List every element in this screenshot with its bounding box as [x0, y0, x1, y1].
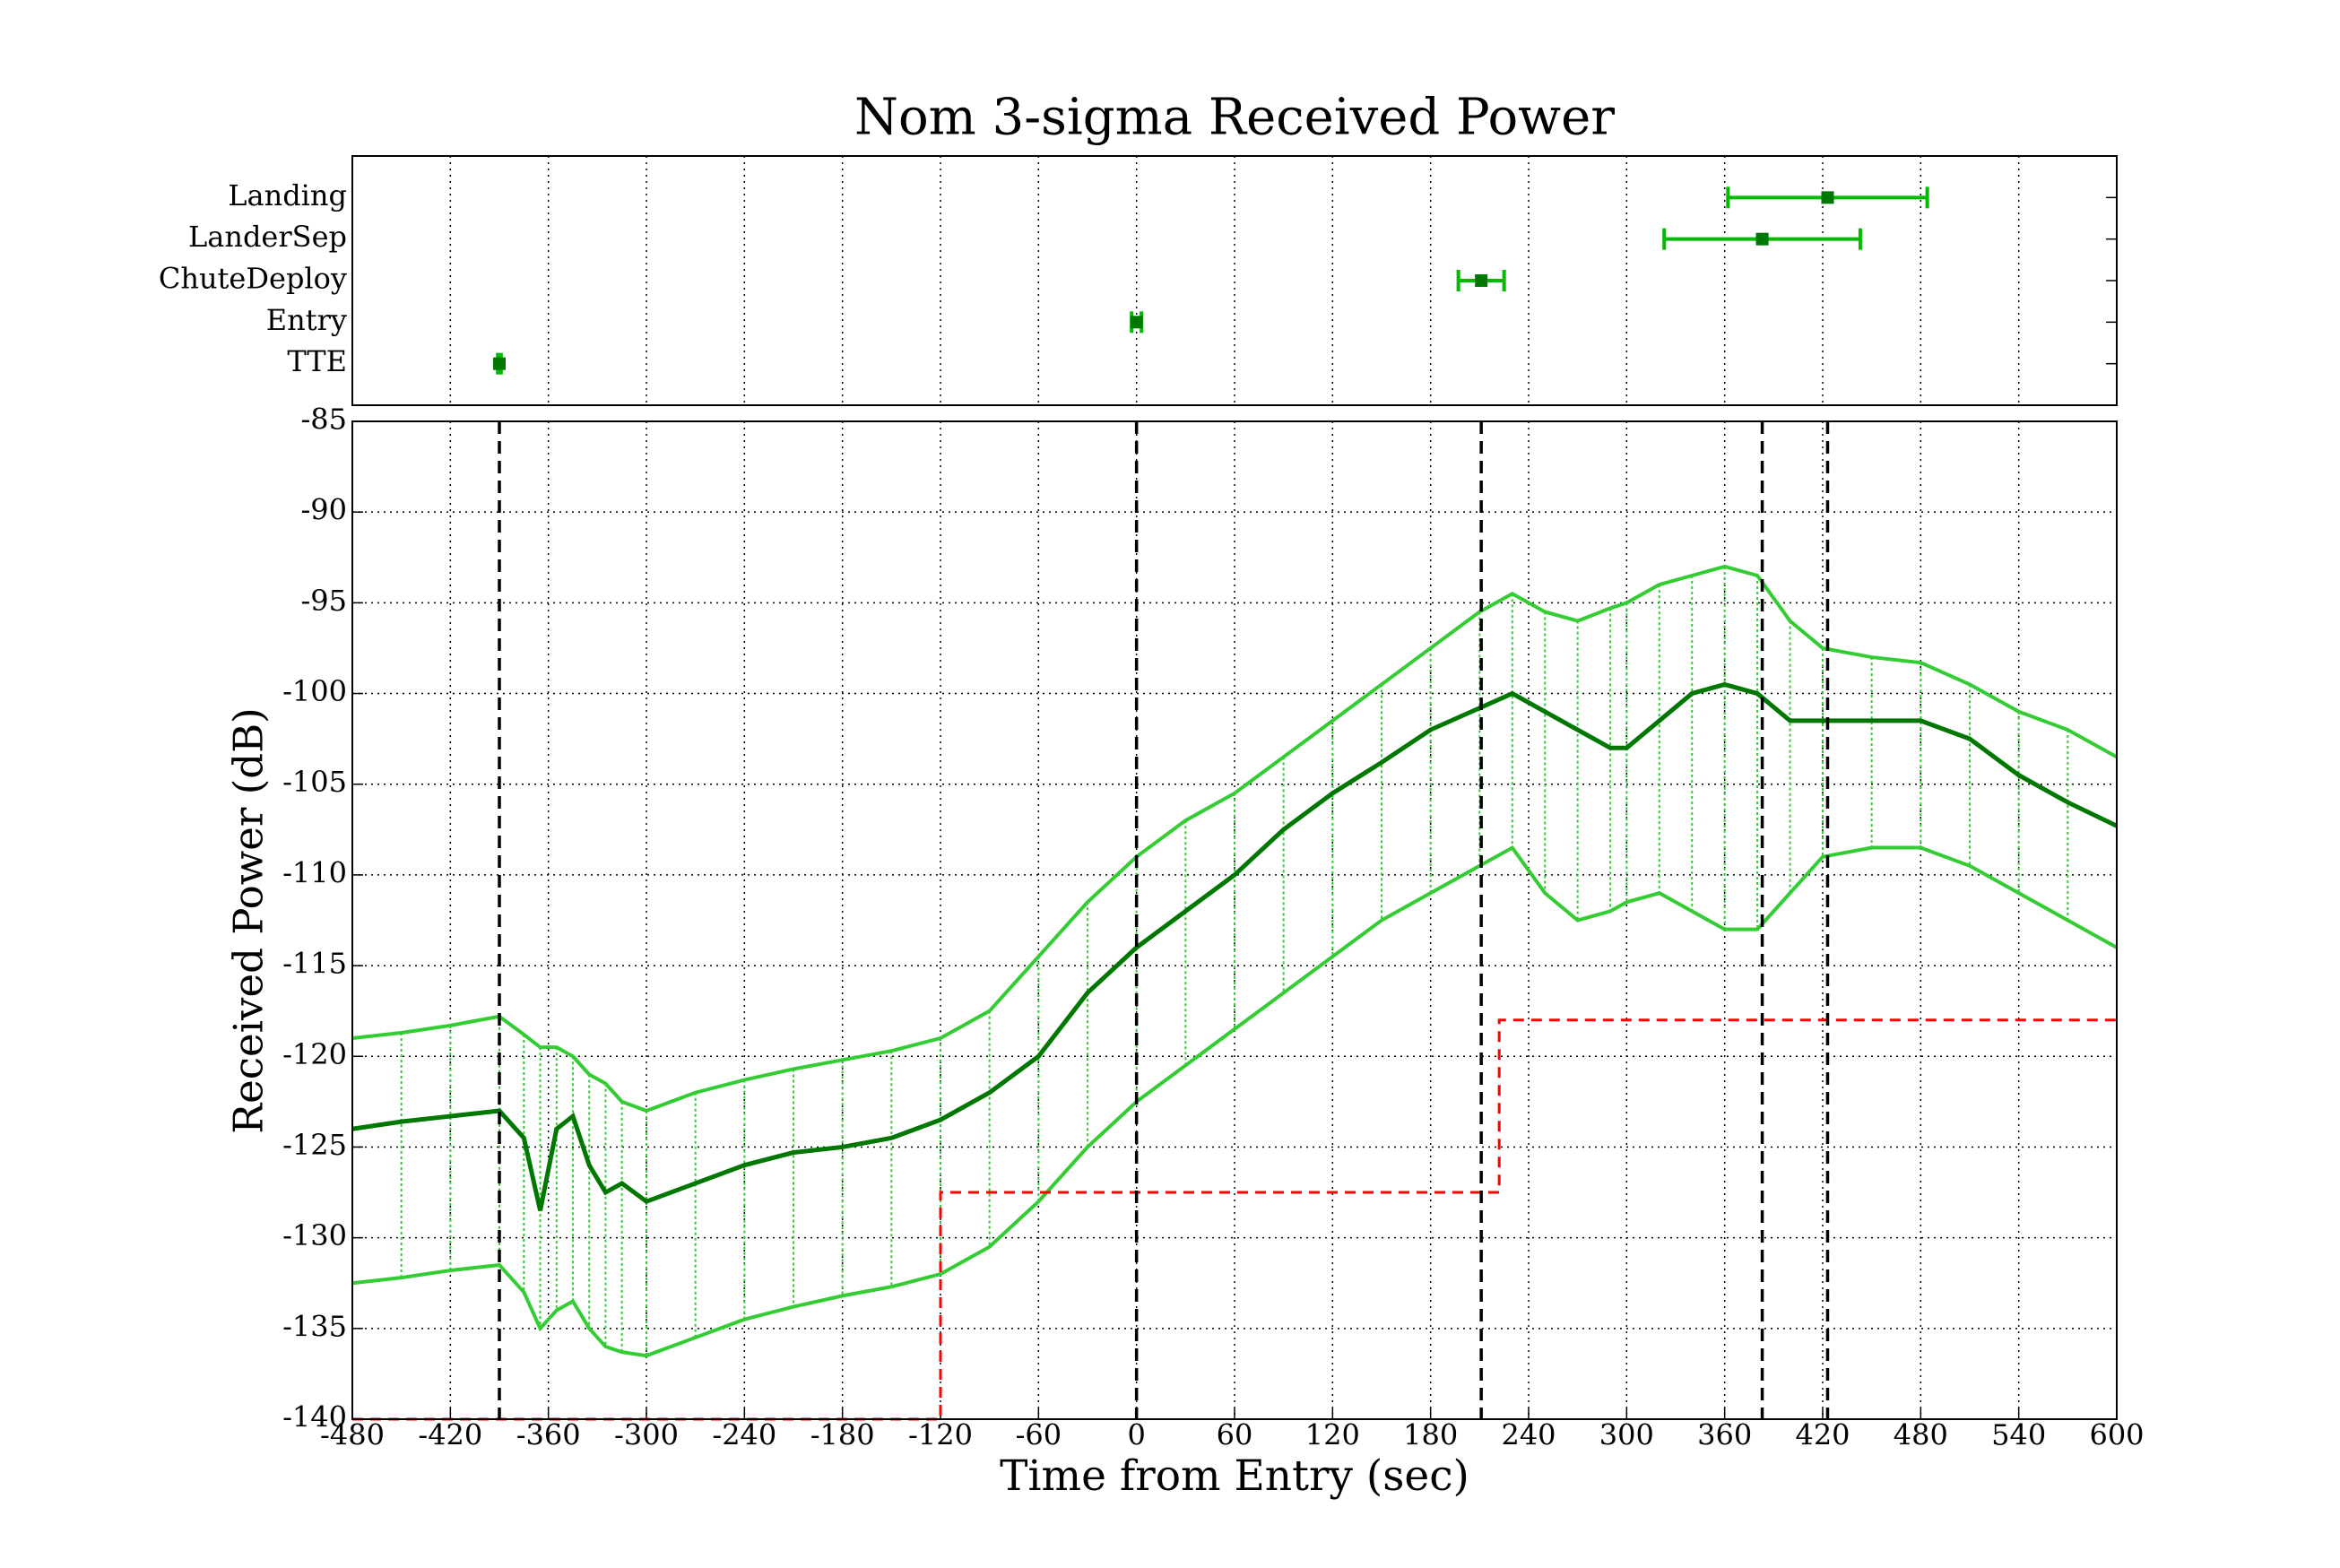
axes-frame — [351, 420, 2118, 1420]
x-tick-label: 540 — [1991, 1418, 2046, 1452]
series-line — [351, 845, 2118, 1358]
category-label: TTE — [287, 344, 347, 378]
x-tick-label: -240 — [712, 1418, 776, 1452]
y-tick-label: -140 — [282, 1400, 347, 1434]
y-tick-label: -125 — [282, 1128, 347, 1162]
marker — [1755, 232, 1769, 246]
x-tick-label: 600 — [2089, 1418, 2144, 1452]
x-tick-label: 480 — [1894, 1418, 1948, 1452]
y-tick-label: -85 — [300, 403, 347, 437]
category-label: Landing — [228, 178, 347, 212]
x-tick-label: 180 — [1403, 1418, 1458, 1452]
x-tick-label: -60 — [1016, 1418, 1062, 1452]
marker — [1475, 274, 1488, 287]
y-tick-label: -100 — [282, 674, 347, 708]
series-line — [351, 564, 2118, 1113]
y-tick-label: -135 — [282, 1309, 347, 1343]
y-tick-label: -105 — [282, 765, 347, 799]
x-tick-label: 0 — [1127, 1418, 1145, 1452]
axes-frame — [351, 155, 2118, 406]
y-tick-label: -110 — [282, 855, 347, 889]
x-axis-label: Time from Entry (sec) — [1000, 1451, 1469, 1501]
category-label: LanderSep — [188, 220, 347, 254]
marker — [1821, 191, 1834, 204]
y-tick-label: -130 — [282, 1218, 347, 1252]
y-tick-label: -115 — [282, 947, 347, 981]
y-tick-label: -90 — [300, 493, 347, 527]
x-tick-label: -120 — [908, 1418, 973, 1452]
y-tick-label: -95 — [300, 584, 347, 618]
x-tick-label: -300 — [614, 1418, 679, 1452]
x-tick-label: -480 — [320, 1418, 385, 1452]
y-tick-label: -120 — [282, 1037, 347, 1071]
x-tick-label: -420 — [418, 1418, 482, 1452]
x-tick-label: 420 — [1795, 1418, 1850, 1452]
category-label: Entry — [266, 303, 347, 337]
marker — [493, 357, 506, 370]
marker — [1130, 316, 1143, 329]
x-tick-label: -180 — [810, 1418, 875, 1452]
category-label: ChuteDeploy — [159, 262, 347, 296]
chart-title: Nom 3-sigma Received Power — [854, 89, 1615, 147]
x-tick-label: 120 — [1305, 1418, 1360, 1452]
series-line — [351, 681, 2119, 1211]
x-tick-label: 300 — [1599, 1418, 1654, 1452]
x-tick-label: 60 — [1217, 1418, 1253, 1452]
y-axis-label: Received Power (dB) — [225, 707, 273, 1133]
x-tick-label: -360 — [516, 1418, 581, 1452]
x-tick-label: 240 — [1501, 1418, 1556, 1452]
x-tick-label: 360 — [1697, 1418, 1752, 1452]
